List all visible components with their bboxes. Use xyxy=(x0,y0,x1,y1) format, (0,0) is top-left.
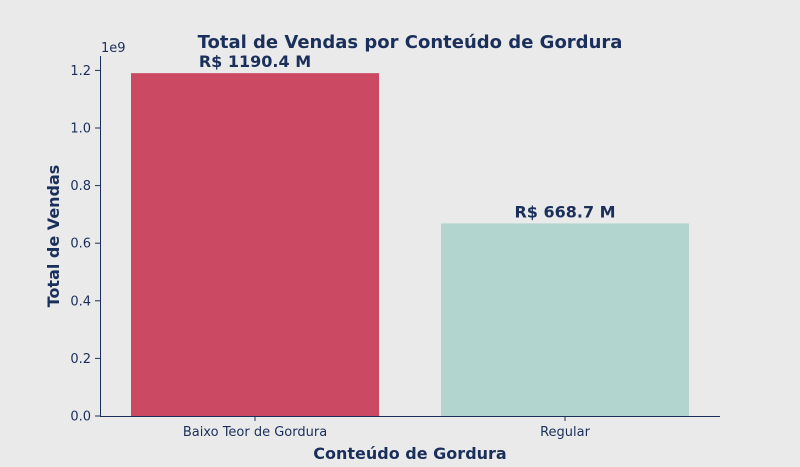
bar-2 xyxy=(441,223,689,416)
bar-1 xyxy=(131,73,379,416)
y-tick-label-5: 0.8 xyxy=(70,179,91,194)
x-tick-label-2: Regular xyxy=(540,425,591,440)
y-tick-label-2: 0.2 xyxy=(70,352,91,367)
y-tick-label-1: 0.0 xyxy=(70,410,91,425)
y-tick-label-3: 0.4 xyxy=(70,294,91,309)
y-tick-label-6: 1.0 xyxy=(70,122,91,137)
data-labels-group: R$ 1190.4 M R$ 668.7 M xyxy=(199,52,616,221)
bar-data-label-2: R$ 668.7 M xyxy=(514,202,615,221)
bar-data-label-1: R$ 1190.4 M xyxy=(199,52,311,71)
y-tick-label-4: 0.6 xyxy=(70,237,91,252)
x-ticks-group: Baixo Teor de Gordura Regular xyxy=(183,416,591,440)
x-axis-label: Conteúdo de Gordura xyxy=(313,444,506,463)
chart-title: Total de Vendas por Conteúdo de Gordura xyxy=(198,32,623,53)
x-tick-label-1: Baixo Teor de Gordura xyxy=(183,425,327,440)
y-axis-offset-label: 1e9 xyxy=(101,41,126,56)
y-tick-label-7: 1.2 xyxy=(70,64,91,79)
bars-group xyxy=(131,73,689,416)
y-axis-label: Total de Vendas xyxy=(44,165,63,308)
y-ticks-group: 0.0 0.2 0.4 0.6 0.8 1.0 1.2 xyxy=(70,64,100,425)
